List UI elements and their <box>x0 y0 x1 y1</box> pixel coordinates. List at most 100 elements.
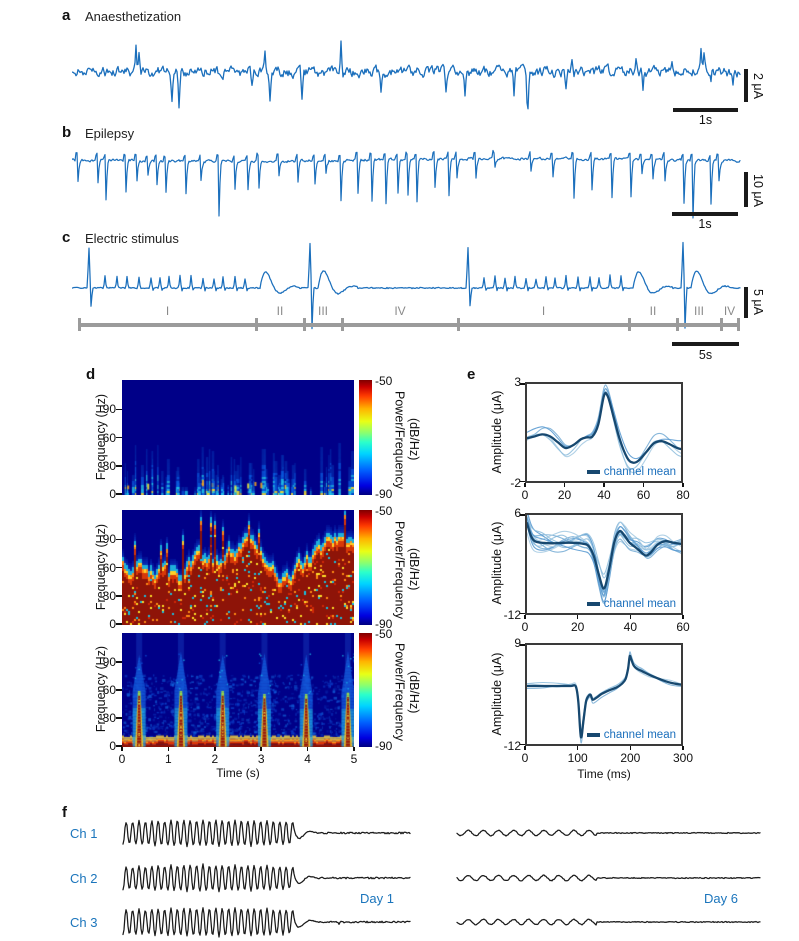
legend: channel mean <box>586 598 676 610</box>
amplitude-xtick-label: 60 <box>676 620 690 634</box>
panel-a-title: Anaesthetization <box>85 9 182 24</box>
colorbar <box>359 633 372 747</box>
amplitude-xtick-mark <box>524 615 526 619</box>
colorbar-axis-label: Power/Frequency (dB/Hz) <box>392 520 421 619</box>
epilepsy-trace <box>72 149 741 219</box>
amplitude-ytick-mark <box>520 514 525 516</box>
day6-trace <box>456 918 761 926</box>
amplitude-ytick-mark <box>520 480 525 482</box>
panel-c-hscalebar <box>672 342 739 346</box>
time-tick-label: 5 <box>350 752 358 766</box>
frequency-axis-label: Frequency (Hz) <box>94 645 108 733</box>
panel-b-title: Epilepsy <box>85 126 135 141</box>
amplitude-xtick-label: 60 <box>636 488 651 502</box>
stimulus-phase-tick <box>736 318 740 331</box>
day-1-label: Day 1 <box>360 891 394 906</box>
panel-d-letter: d <box>86 366 96 383</box>
colorbar <box>359 380 372 495</box>
evoked-plot-1: channel mean <box>525 382 683 483</box>
colorbar-min-label: -90 <box>375 487 393 501</box>
time-tick-label: 3 <box>257 752 265 766</box>
stimulus-phase-tick <box>675 318 679 331</box>
day-6-label: Day 6 <box>704 891 738 906</box>
amplitude-xtick-mark <box>603 483 605 487</box>
colorbar-min-label: -90 <box>375 739 393 753</box>
legend-label: channel mean <box>603 598 676 610</box>
panel-a-vscale-label: 2 μA <box>751 73 765 99</box>
stimulus-phase-tick <box>719 318 723 331</box>
day6-trace <box>456 829 761 837</box>
stimulus-phase-label: IV <box>394 304 406 318</box>
channel-2-label: Ch 2 <box>70 871 98 886</box>
amplitude-axis-label: Amplitude (μA) <box>490 390 504 473</box>
channel-mean-swatch <box>586 602 600 606</box>
channel-trace <box>527 517 681 596</box>
evoked-plot-2-ymax: 6 <box>514 506 521 520</box>
evoked-plot-3-traces <box>527 651 681 744</box>
stimulus-phase-label: I <box>165 304 170 318</box>
amplitude-xtick-label: 100 <box>567 751 588 765</box>
stimulus-phase-bar <box>79 323 738 327</box>
panel-c-title: Electric stimulus <box>85 231 179 246</box>
colorbar-max-label: -50 <box>375 374 393 388</box>
amplitude-xtick-mark <box>682 483 684 487</box>
day1-trace <box>122 863 411 893</box>
amplitude-xtick-label: 20 <box>570 620 585 634</box>
panel-b-trace <box>72 149 741 219</box>
time-tick-mark <box>260 747 262 751</box>
panel-c-trace <box>72 241 741 330</box>
colorbar-axis-label: Power/Frequency (dB/Hz) <box>392 643 421 741</box>
channel-mean-trace <box>527 522 681 590</box>
panel-a-vscalebar <box>744 69 748 102</box>
time-tick-mark <box>214 747 216 751</box>
time-tick-label: 2 <box>211 752 219 766</box>
channel-mean-swatch <box>586 470 600 474</box>
channel-trace <box>527 520 681 592</box>
freq-tick-label: 60 <box>102 560 116 575</box>
amplitude-xtick-label: 0 <box>521 488 529 502</box>
freq-tick-mark <box>116 595 122 597</box>
stimulus-phase-label: I <box>541 304 546 318</box>
amplitude-axis-label: Amplitude (μA) <box>490 652 504 735</box>
stimulus-phase-tick <box>302 318 306 331</box>
evoked-plot-3-ymax: 9 <box>514 636 521 650</box>
colorbar-min-label: -90 <box>375 617 393 631</box>
colorbar-max-label: -50 <box>375 504 393 518</box>
stimulus-phase-tick <box>627 318 631 331</box>
panel-b-vscale-label: 10 μA <box>751 173 765 207</box>
amplitude-xtick-label: 80 <box>676 488 690 502</box>
day1-trace <box>122 819 411 848</box>
amplitude-xtick-label: 0 <box>521 751 529 765</box>
colorbar-max-label: -50 <box>375 627 393 641</box>
time-tick-mark <box>121 747 123 751</box>
stimulus-phase-label: IV <box>723 304 736 318</box>
evoked-plot-2: channel mean <box>525 513 683 615</box>
freq-tick-mark <box>116 436 122 439</box>
channel-mean-trace <box>527 391 681 464</box>
panel-e-letter: e <box>467 366 476 383</box>
panel-c-letter: c <box>62 229 71 246</box>
stimulus-phase-tick <box>340 318 344 331</box>
amplitude-xtick-mark <box>576 746 579 750</box>
time-tick-mark <box>306 747 309 751</box>
amplitude-xtick-mark <box>524 483 526 487</box>
amplitude-xtick-mark <box>629 615 632 619</box>
stimulus-phase-label: III <box>317 304 328 318</box>
amplitude-xtick-mark <box>576 615 579 619</box>
freq-tick-mark <box>116 566 122 569</box>
amplitude-xtick-label: 200 <box>620 751 641 765</box>
amplitude-axis-label: Amplitude (μA) <box>490 521 504 605</box>
panel-a-trace <box>72 40 741 110</box>
freq-tick-mark <box>116 717 122 719</box>
channel-3-label: Ch 3 <box>70 915 98 930</box>
panel-b-hscale-label: 1s <box>698 217 712 231</box>
panel-a-hscale-label: 1s <box>698 113 713 127</box>
evoked-plot-1-traces <box>527 384 681 474</box>
channel-mean-trace <box>527 654 681 739</box>
amplitude-xtick-mark <box>629 746 632 750</box>
freq-tick-mark <box>116 408 122 410</box>
panel-f-letter: f <box>62 804 67 821</box>
panel-f-traces <box>122 819 761 938</box>
freq-tick-mark <box>116 465 122 467</box>
